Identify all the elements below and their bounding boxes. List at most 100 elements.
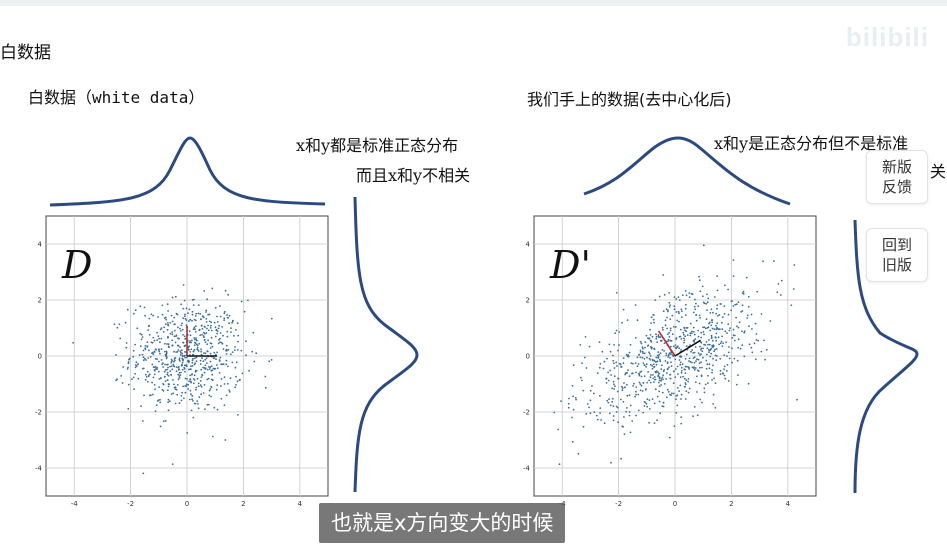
scatter-point bbox=[694, 298, 696, 301]
scatter-point bbox=[723, 312, 726, 315]
scatter-point bbox=[143, 394, 145, 397]
scatter-point bbox=[727, 288, 729, 291]
scatter-point bbox=[708, 322, 710, 325]
scatter-point bbox=[216, 315, 218, 318]
right-side-curve-path bbox=[853, 219, 919, 494]
scatter-point bbox=[694, 381, 697, 383]
scatter-point bbox=[655, 371, 657, 374]
scatter-point bbox=[171, 368, 174, 371]
scatter-point bbox=[680, 338, 683, 340]
scatter-point bbox=[191, 398, 194, 401]
scatter-point bbox=[634, 362, 637, 364]
scatter-point bbox=[203, 332, 206, 335]
scatter-point bbox=[724, 284, 726, 287]
scatter-point bbox=[644, 341, 647, 343]
scatter-point bbox=[672, 382, 675, 384]
scatter-point bbox=[157, 335, 160, 337]
scatter-point bbox=[780, 279, 783, 282]
scatter-point bbox=[223, 376, 226, 379]
scatter-point bbox=[704, 344, 707, 346]
scatter-point bbox=[181, 368, 184, 371]
scatter-point bbox=[755, 339, 758, 341]
scatter-point bbox=[613, 388, 615, 390]
scatter-point bbox=[669, 327, 672, 330]
scatter-point bbox=[651, 364, 653, 367]
scatter-point bbox=[125, 346, 128, 349]
scatter-point bbox=[696, 414, 699, 417]
scatter-point bbox=[613, 375, 616, 378]
x-tick-label: -2 bbox=[127, 500, 134, 508]
scatter-point bbox=[655, 337, 658, 340]
scatter-point bbox=[166, 368, 168, 371]
scatter-point bbox=[160, 377, 162, 380]
scatter-point bbox=[178, 402, 181, 405]
scatter-point bbox=[158, 360, 160, 363]
scatter-point bbox=[722, 373, 724, 375]
scatter-point bbox=[612, 415, 615, 417]
scatter-point bbox=[698, 275, 700, 278]
scatter-point bbox=[660, 378, 663, 380]
scatter-point bbox=[599, 394, 601, 397]
scatter-point bbox=[628, 351, 631, 354]
scatter-point bbox=[152, 376, 155, 379]
scatter-point bbox=[571, 416, 573, 419]
scatter-point bbox=[120, 375, 122, 377]
scatter-point bbox=[127, 366, 129, 369]
scatter-point bbox=[639, 340, 642, 343]
scatter-point bbox=[124, 321, 127, 324]
scatter-point bbox=[709, 355, 712, 358]
scatter-point bbox=[225, 394, 228, 397]
scatter-point bbox=[146, 346, 149, 348]
scatter-point bbox=[173, 350, 176, 353]
scatter-point bbox=[560, 400, 562, 402]
scatter-point bbox=[669, 377, 672, 380]
scatter-point bbox=[693, 351, 696, 354]
scatter-point bbox=[693, 356, 696, 358]
scatter-point bbox=[648, 337, 651, 340]
scatter-point bbox=[773, 260, 775, 263]
scatter-point bbox=[737, 338, 740, 341]
scatter-point bbox=[195, 356, 198, 359]
scatter-point bbox=[626, 383, 628, 386]
scatter-point bbox=[179, 354, 182, 356]
back-to-old-version-button[interactable]: 回到 旧版 bbox=[866, 228, 928, 282]
scatter-point bbox=[666, 362, 669, 365]
scatter-point bbox=[667, 390, 670, 393]
scatter-point bbox=[209, 360, 212, 363]
scatter-point bbox=[641, 390, 644, 392]
scatter-point bbox=[638, 372, 640, 375]
scatter-point bbox=[234, 346, 236, 348]
scatter-point bbox=[575, 398, 577, 401]
scatter-point bbox=[167, 343, 170, 346]
scatter-point bbox=[790, 304, 793, 307]
scatter-point bbox=[164, 420, 167, 422]
new-version-feedback-button[interactable]: 新版 反馈 bbox=[866, 150, 928, 204]
scatter-point bbox=[172, 392, 175, 395]
scatter-point bbox=[614, 332, 617, 335]
scatter-point bbox=[659, 352, 662, 355]
scatter-point bbox=[201, 324, 203, 327]
x-tick-label: 0 bbox=[185, 500, 189, 508]
scatter-point bbox=[653, 359, 656, 362]
scatter-point bbox=[184, 385, 187, 387]
scatter-point bbox=[623, 382, 625, 384]
scatter-point bbox=[684, 365, 687, 368]
scatter-point bbox=[158, 350, 161, 353]
scatter-point bbox=[139, 345, 142, 348]
scatter-point bbox=[177, 373, 180, 376]
scatter-point bbox=[680, 308, 683, 311]
scatter-point bbox=[661, 391, 664, 394]
scatter-point bbox=[713, 345, 715, 347]
scatter-point bbox=[148, 333, 151, 336]
scatter-point bbox=[718, 314, 721, 316]
scatter-point bbox=[694, 346, 697, 348]
scatter-point bbox=[751, 328, 753, 330]
scatter-point bbox=[184, 317, 187, 320]
scatter-point bbox=[667, 309, 669, 312]
scatter-point bbox=[628, 414, 631, 417]
scatter-point bbox=[177, 337, 179, 340]
scatter-point bbox=[701, 401, 703, 404]
scatter-point bbox=[632, 362, 634, 365]
scatter-point bbox=[666, 316, 668, 319]
scatter-point bbox=[193, 379, 196, 381]
